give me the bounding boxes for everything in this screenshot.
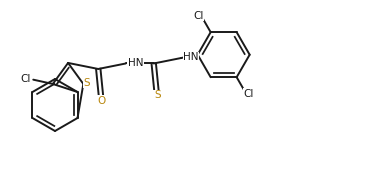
Text: Cl: Cl bbox=[194, 11, 204, 21]
Text: HN: HN bbox=[183, 52, 199, 62]
Text: Cl: Cl bbox=[20, 74, 31, 84]
Text: S: S bbox=[154, 90, 161, 100]
Text: O: O bbox=[98, 96, 106, 106]
Text: Cl: Cl bbox=[243, 89, 254, 99]
Text: HN: HN bbox=[128, 58, 143, 68]
Text: S: S bbox=[84, 78, 90, 88]
